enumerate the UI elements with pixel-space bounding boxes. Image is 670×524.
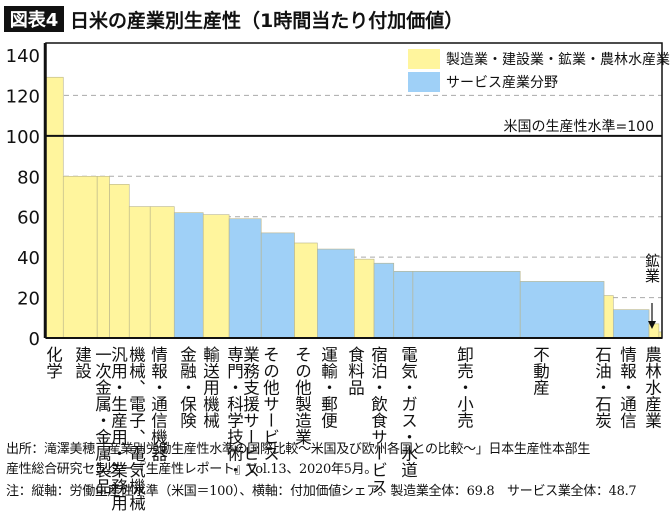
x-label: 輸送用機械 bbox=[201, 346, 220, 429]
bar bbox=[412, 270, 521, 339]
x-label: 石油・石炭 bbox=[593, 346, 612, 429]
bar bbox=[260, 232, 295, 339]
bar bbox=[373, 262, 395, 339]
source-note-1: 出所：滝澤美穂「産業別労働生産性水準の国際比較〜米国及び欧州各国との比較〜」日本… bbox=[6, 442, 591, 457]
bar bbox=[317, 248, 355, 339]
x-label: 業務支援サービス bbox=[241, 346, 260, 478]
annotation-text: 鉱業 bbox=[643, 252, 661, 283]
x-label: 情報・通信 bbox=[618, 346, 637, 429]
bar bbox=[149, 206, 175, 339]
source-note-2: 産性総合研究センター『生産性レポート』Vol.13、2020年5月。 bbox=[6, 462, 378, 477]
bar bbox=[96, 175, 110, 339]
bar bbox=[612, 309, 650, 339]
x-label: 宿泊・飲食サービス bbox=[369, 346, 388, 495]
annotation-arrow-icon bbox=[648, 321, 656, 329]
x-label: 化学 bbox=[44, 346, 63, 380]
bar bbox=[294, 242, 318, 339]
y-tick-label: 20 bbox=[17, 289, 40, 310]
bar bbox=[45, 76, 64, 339]
legend-swatch bbox=[408, 72, 440, 92]
x-label: 食料品 bbox=[346, 346, 365, 396]
x-label: 金融・保険 bbox=[178, 346, 197, 429]
legend-label: サービス産業分野 bbox=[446, 75, 558, 91]
y-axis: 0 20 40 60 80 100 120 140 bbox=[6, 42, 663, 350]
x-label: 卸売・小売 bbox=[455, 346, 474, 429]
x-label: 汎用・生産用・業務用 bbox=[109, 346, 128, 513]
legend-label: 製造業・建設業・鉱業・農林水産業 bbox=[446, 51, 670, 68]
axis-note: 注：縦軸：労働生産性水準（米国＝100）、横軸：付加価値シェア。製造業全体：69… bbox=[6, 484, 637, 499]
legend-swatch bbox=[408, 49, 440, 69]
bar bbox=[603, 295, 614, 339]
x-label: 農林水産業 bbox=[643, 346, 662, 429]
y-tick-label: 0 bbox=[29, 329, 40, 350]
y-tick-label: 80 bbox=[17, 167, 40, 188]
y-tick-label: 60 bbox=[17, 208, 40, 229]
y-tick-label: 140 bbox=[6, 46, 40, 67]
chart-title: 日米の産業別生産性（1時間当たり付加価値） bbox=[70, 9, 463, 32]
x-label: その他サービス bbox=[261, 346, 280, 462]
x-label: 情報・通信機器 bbox=[149, 346, 168, 462]
bar bbox=[62, 175, 98, 339]
bars bbox=[45, 76, 663, 339]
x-label: 不動産 bbox=[531, 346, 550, 396]
title-badge-text: 図表4 bbox=[10, 9, 59, 31]
bar bbox=[109, 184, 130, 339]
x-label: 専門・科学技術・ bbox=[225, 346, 244, 478]
x-label: その他製造業 bbox=[293, 346, 312, 445]
x-label: 一次金属・金属製品 bbox=[93, 346, 112, 495]
x-label: 建設 bbox=[73, 346, 92, 380]
annotation-mining: 鉱業 bbox=[643, 252, 661, 329]
bar bbox=[128, 206, 151, 339]
x-label: 運輸・郵便 bbox=[319, 346, 338, 430]
x-label: 機械、電子、電気機械 bbox=[127, 346, 146, 512]
y-tick-label: 120 bbox=[6, 86, 40, 107]
y-tick-label: 100 bbox=[6, 127, 40, 148]
bar bbox=[228, 218, 262, 339]
y-tick-label: 40 bbox=[17, 248, 40, 269]
bar bbox=[173, 212, 204, 339]
bar bbox=[393, 270, 414, 339]
x-label: 電気・ガス・水道 bbox=[399, 346, 418, 478]
reference-line-label: 米国の生産性水準=100 bbox=[504, 119, 654, 135]
title-badge bbox=[4, 6, 64, 32]
bar bbox=[354, 258, 375, 339]
bar bbox=[519, 281, 605, 339]
bar bbox=[202, 214, 230, 339]
